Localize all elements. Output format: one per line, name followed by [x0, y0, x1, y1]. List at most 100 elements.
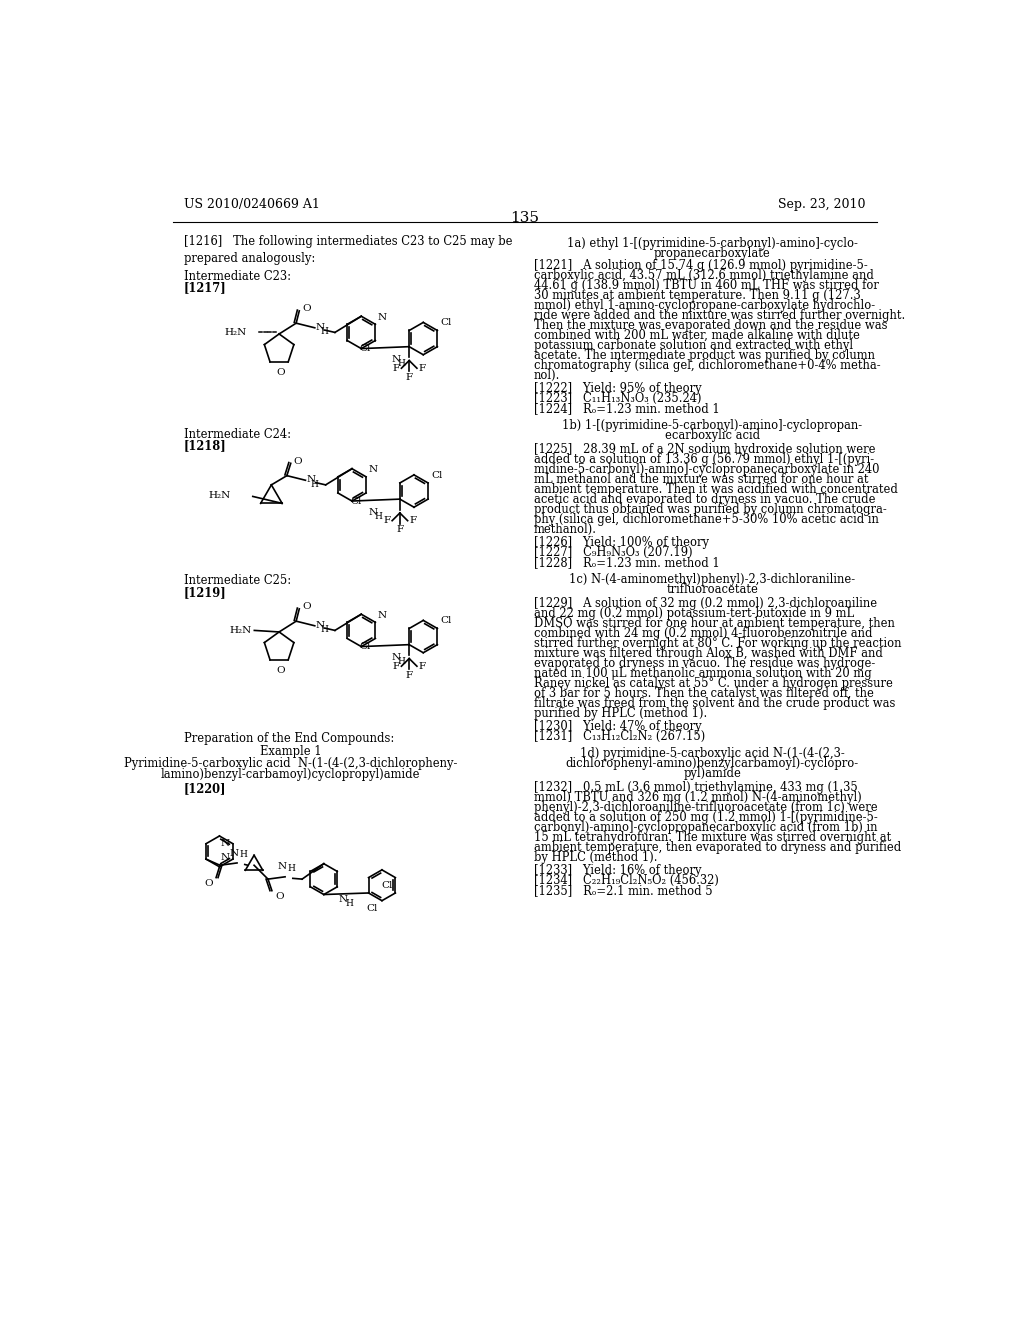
Text: [1233]   Yield: 16% of theory: [1233] Yield: 16% of theory	[535, 863, 701, 876]
Text: purified by HPLC (method 1).: purified by HPLC (method 1).	[535, 706, 708, 719]
Text: ambient temperature, then evaporated to dryness and purified: ambient temperature, then evaporated to …	[535, 841, 901, 854]
Text: H: H	[240, 850, 247, 859]
Text: H₂N: H₂N	[224, 327, 247, 337]
Text: filtrate was freed from the solvent and the crude product was: filtrate was freed from the solvent and …	[535, 697, 895, 710]
Text: N: N	[229, 849, 239, 858]
Text: O: O	[275, 892, 284, 902]
Text: H: H	[345, 899, 353, 908]
Text: [1223]   C₁₁H₁₃N₃O₃ (235.24): [1223] C₁₁H₁₃N₃O₃ (235.24)	[535, 392, 701, 405]
Text: acetate. The intermediate product was purified by column: acetate. The intermediate product was pu…	[535, 348, 876, 362]
Text: [1216]   The following intermediates C23 to C25 may be
prepared analogously:: [1216] The following intermediates C23 t…	[183, 235, 512, 265]
Text: O: O	[294, 457, 302, 466]
Text: product thus obtained was purified by column chromatogra-: product thus obtained was purified by co…	[535, 503, 887, 516]
Text: carboxylic acid, 43.57 mL (312.6 mmol) triethylamine and: carboxylic acid, 43.57 mL (312.6 mmol) t…	[535, 268, 873, 281]
Text: H: H	[321, 327, 328, 337]
Text: [1225]   28.39 mL of a 2N sodium hydroxide solution were: [1225] 28.39 mL of a 2N sodium hydroxide…	[535, 442, 876, 455]
Text: nol).: nol).	[535, 368, 560, 381]
Text: Cl: Cl	[350, 496, 361, 506]
Text: mL methanol and the mixture was stirred for one hour at: mL methanol and the mixture was stirred …	[535, 473, 868, 486]
Text: mixture was filtered through Alox B, washed with DMF and: mixture was filtered through Alox B, was…	[535, 647, 883, 660]
Text: Cl: Cl	[382, 880, 393, 890]
Text: H: H	[311, 479, 318, 488]
Text: ambient temperature. Then it was acidified with concentrated: ambient temperature. Then it was acidifi…	[535, 483, 898, 495]
Text: N: N	[278, 862, 287, 871]
Text: Pyrimidine-5-carboxylic acid  N-(1-(4-(2,3-dichloropheny-: Pyrimidine-5-carboxylic acid N-(1-(4-(2,…	[124, 756, 458, 770]
Text: F: F	[419, 661, 426, 671]
Text: N: N	[315, 620, 325, 630]
Text: propanecarboxylate: propanecarboxylate	[654, 247, 771, 260]
Text: 135: 135	[510, 211, 540, 224]
Text: added to a solution of 13.36 g (56.79 mmol) ethyl 1-[(pyri-: added to a solution of 13.36 g (56.79 mm…	[535, 453, 874, 466]
Text: O: O	[302, 602, 311, 611]
Text: 30 minutes at ambient temperature. Then 9.11 g (127.3: 30 minutes at ambient temperature. Then …	[535, 289, 861, 301]
Text: Cl: Cl	[440, 616, 452, 626]
Text: [1228]   Rₒ=1.23 min. method 1: [1228] Rₒ=1.23 min. method 1	[535, 556, 720, 569]
Text: F: F	[393, 661, 400, 671]
Text: Preparation of the End Compounds:: Preparation of the End Compounds:	[183, 733, 394, 744]
Text: Cl: Cl	[440, 318, 452, 327]
Text: H: H	[397, 359, 406, 368]
Text: mmol) TBTU and 326 mg (1.2 mmol) N-(4-aminomethyl): mmol) TBTU and 326 mg (1.2 mmol) N-(4-am…	[535, 791, 862, 804]
Text: [1235]   Rₒ=2.1 min. method 5: [1235] Rₒ=2.1 min. method 5	[535, 884, 713, 896]
Text: US 2010/0240669 A1: US 2010/0240669 A1	[183, 198, 319, 211]
Text: [1231]   C₁₃H₁₂Cl₂N₂ (267.15): [1231] C₁₃H₁₂Cl₂N₂ (267.15)	[535, 730, 706, 743]
Text: Intermediate C23:: Intermediate C23:	[183, 271, 291, 282]
Text: H₂N: H₂N	[209, 491, 231, 500]
Text: [1218]: [1218]	[183, 440, 226, 453]
Text: N: N	[391, 355, 400, 364]
Text: ecarboxylic acid: ecarboxylic acid	[665, 429, 760, 442]
Text: H: H	[288, 865, 295, 873]
Text: [1226]   Yield: 100% of theory: [1226] Yield: 100% of theory	[535, 536, 709, 549]
Text: F: F	[406, 372, 413, 381]
Text: by HPLC (method 1).: by HPLC (method 1).	[535, 850, 657, 863]
Text: ride were added and the mixture was stirred further overnight.: ride were added and the mixture was stir…	[535, 309, 905, 322]
Text: O: O	[276, 665, 285, 675]
Text: O: O	[302, 304, 311, 313]
Text: methanol).: methanol).	[535, 523, 597, 536]
Text: [1229]   A solution of 32 mg (0.2 mmol) 2,3-dichloroaniline: [1229] A solution of 32 mg (0.2 mmol) 2,…	[535, 597, 878, 610]
Text: F: F	[396, 525, 403, 535]
Text: [1227]   C₉H₉N₃O₃ (207.19): [1227] C₉H₉N₃O₃ (207.19)	[535, 545, 692, 558]
Text: [1217]: [1217]	[183, 281, 226, 294]
Text: N: N	[378, 313, 387, 322]
Text: trifluoroacetate: trifluoroacetate	[667, 583, 759, 597]
Text: lamino)benzyl-carbamoyl)cyclopropyl)amide: lamino)benzyl-carbamoyl)cyclopropyl)amid…	[161, 768, 421, 781]
Text: 1a) ethyl 1-[(pyrimidine-5-carbonyl)-amino]-cyclo-: 1a) ethyl 1-[(pyrimidine-5-carbonyl)-ami…	[567, 238, 858, 249]
Text: N: N	[339, 895, 347, 904]
Text: chromatography (silica gel, dichloromethane+0-4% metha-: chromatography (silica gel, dichlorometh…	[535, 359, 881, 372]
Text: H: H	[397, 657, 406, 667]
Text: Cl: Cl	[367, 904, 378, 912]
Text: F: F	[393, 364, 400, 372]
Text: [1220]: [1220]	[183, 781, 226, 795]
Text: stirred further overnight at 80° C. For working up the reaction: stirred further overnight at 80° C. For …	[535, 636, 901, 649]
Text: N: N	[391, 653, 400, 663]
Text: [1221]   A solution of 15.74 g (126.9 mmol) pyrimidine-5-: [1221] A solution of 15.74 g (126.9 mmol…	[535, 259, 868, 272]
Text: Sep. 23, 2010: Sep. 23, 2010	[778, 198, 866, 211]
Text: 44.61 g (138.9 mmol) TBTU in 460 mL THF was stirred for: 44.61 g (138.9 mmol) TBTU in 460 mL THF …	[535, 279, 879, 292]
Text: F: F	[419, 364, 426, 372]
Text: 15 mL tetrahydrofuran. The mixture was stirred overnight at: 15 mL tetrahydrofuran. The mixture was s…	[535, 830, 891, 843]
Text: and 22 mg (0.2 mmol) potassium-tert-butoxide in 9 mL: and 22 mg (0.2 mmol) potassium-tert-buto…	[535, 607, 854, 619]
Text: [1234]   C₂₂H₁₉Cl₂N₅O₂ (456.32): [1234] C₂₂H₁₉Cl₂N₅O₂ (456.32)	[535, 874, 719, 887]
Text: [1232]   0.5 mL (3.6 mmol) triethylamine, 433 mg (1.35: [1232] 0.5 mL (3.6 mmol) triethylamine, …	[535, 780, 858, 793]
Text: O: O	[276, 368, 285, 376]
Text: N: N	[220, 853, 229, 862]
Text: Raney nickel as catalyst at 55° C. under a hydrogen pressure: Raney nickel as catalyst at 55° C. under…	[535, 677, 893, 689]
Text: nated in 100 μL methanolic ammonia solution with 20 mg: nated in 100 μL methanolic ammonia solut…	[535, 667, 871, 680]
Text: F: F	[410, 516, 417, 525]
Text: F: F	[383, 516, 390, 525]
Text: F: F	[406, 671, 413, 680]
Text: Cl: Cl	[359, 345, 371, 354]
Text: added to a solution of 250 mg (1.2 mmol) 1-[(pyrimidine-5-: added to a solution of 250 mg (1.2 mmol)…	[535, 810, 878, 824]
Text: [1222]   Yield: 95% of theory: [1222] Yield: 95% of theory	[535, 381, 701, 395]
Text: DMSO was stirred for one hour at ambient temperature, then: DMSO was stirred for one hour at ambient…	[535, 616, 895, 630]
Text: Intermediate C25:: Intermediate C25:	[183, 574, 291, 587]
Text: H: H	[375, 512, 382, 520]
Text: H: H	[321, 626, 328, 634]
Text: [1230]   Yield: 47% of theory: [1230] Yield: 47% of theory	[535, 719, 701, 733]
Text: combined with 200 mL water, made alkaline with dilute: combined with 200 mL water, made alkalin…	[535, 329, 860, 342]
Text: N: N	[306, 475, 315, 484]
Text: O: O	[205, 879, 213, 888]
Text: dichlorophenyl­amino)benzylcarbamoyl)-cyclopro-: dichlorophenyl­amino)benzylcarbamoyl)-cy…	[566, 758, 859, 771]
Text: 1c) N-(4-aminomethyl)phenyl)-2,3-dichloraniline-: 1c) N-(4-aminomethyl)phenyl)-2,3-dichlor…	[569, 573, 855, 586]
